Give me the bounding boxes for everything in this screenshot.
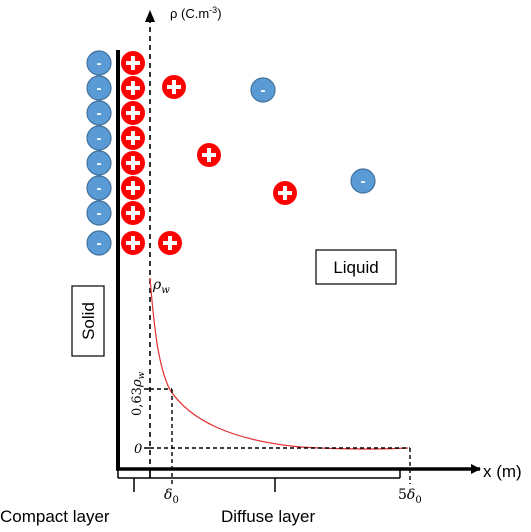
- rho-w-subscript: w: [161, 285, 170, 296]
- y-axis-label: ρ (C.m-3): [170, 5, 222, 21]
- negative-ion-wall: -: [86, 175, 112, 201]
- delta0-label: δ0: [164, 487, 179, 506]
- delta0-symbol: δ: [164, 487, 172, 503]
- positive-ion-free: [197, 143, 221, 167]
- negative-ion-wall: -: [86, 100, 112, 126]
- negative-ion-wall: -: [86, 75, 112, 101]
- zero-label: 0: [134, 442, 142, 457]
- liquid-label: Liquid: [333, 258, 378, 277]
- negative-ion-sign: -: [97, 180, 102, 197]
- free-ions: --: [158, 75, 376, 255]
- y-axis-label-text: ρ (C.m: [170, 6, 209, 21]
- rho-w-symbol: ρ: [152, 277, 162, 293]
- diffuse-layer-label: Diffuse layer: [221, 507, 316, 526]
- negative-ion-free: -: [350, 168, 376, 194]
- solid-box: [71, 285, 105, 357]
- positive-ion-wall: [121, 151, 145, 175]
- positive-ion-wall: [121, 126, 145, 150]
- positive-ion-wall: [121, 176, 145, 200]
- negative-ion-sign: -: [97, 130, 102, 147]
- negative-ion-sign: -: [97, 155, 102, 172]
- negative-ion-sign: -: [361, 173, 366, 190]
- y-axis-label-exponent: -3: [209, 5, 217, 15]
- rho-w-label: ρw: [152, 277, 170, 296]
- negative-ion-wall: -: [86, 125, 112, 151]
- frac-063-number: 0,63: [130, 387, 145, 416]
- positive-ion-wall: [121, 101, 145, 125]
- compact-layer-label: Compact layer: [0, 507, 110, 526]
- positive-ion-column: [121, 51, 145, 255]
- positive-ion-free: [273, 181, 297, 205]
- positive-ion-wall: [121, 231, 145, 255]
- solid-label: Solid: [79, 302, 98, 340]
- frac-063-subscript: w: [137, 371, 147, 379]
- negative-ion-sign: -: [97, 80, 102, 97]
- negative-ion-wall: -: [86, 230, 112, 256]
- frac-063-label: 0,63ρw: [130, 371, 147, 416]
- negative-ion-sign: -: [97, 105, 102, 122]
- positive-ion-free: [162, 75, 186, 99]
- positive-ion-wall: [121, 51, 145, 75]
- positive-ion-wall: [121, 76, 145, 100]
- negative-ion-sign: -: [97, 205, 102, 222]
- positive-ion-wall: [121, 201, 145, 225]
- density-decay-curve: [149, 277, 409, 450]
- negative-ion-sign: -: [97, 235, 102, 252]
- negative-ion-wall: -: [86, 200, 112, 226]
- negative-ion-free: -: [250, 77, 276, 103]
- five-delta0-label: 5δ0: [398, 487, 422, 506]
- negative-ion-sign: -: [261, 82, 266, 99]
- positive-ion-free: [158, 231, 182, 255]
- negative-ion-wall: -: [86, 50, 112, 76]
- negative-ion-wall: -: [86, 150, 112, 176]
- frac-063-rho: ρ: [130, 379, 145, 388]
- negative-ion-sign: -: [97, 55, 102, 72]
- five-delta0-symbol: δ: [407, 487, 415, 503]
- negative-ion-column: - - - - - - - -: [86, 50, 112, 256]
- rho-axis-arrowhead: [145, 10, 155, 22]
- x-axis-label: x (m): [483, 462, 522, 481]
- delta0-subscript: 0: [172, 495, 178, 506]
- five-delta0-coef: 5: [398, 487, 407, 503]
- five-delta0-subscript: 0: [415, 495, 421, 506]
- liquid-box: [315, 249, 397, 285]
